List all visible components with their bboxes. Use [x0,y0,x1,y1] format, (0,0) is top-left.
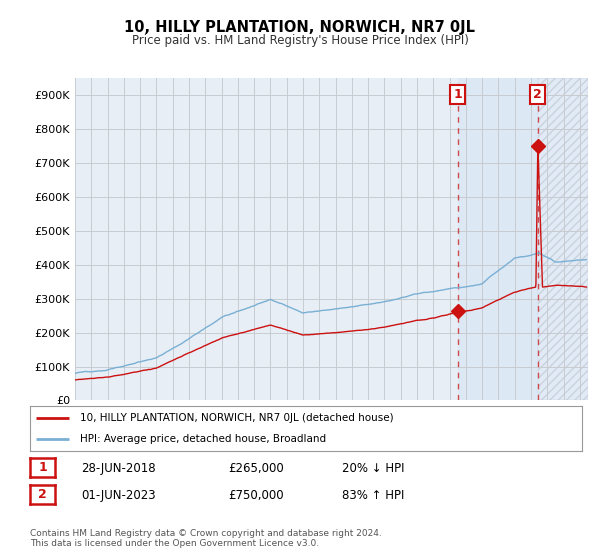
Text: 10, HILLY PLANTATION, NORWICH, NR7 0JL: 10, HILLY PLANTATION, NORWICH, NR7 0JL [125,20,476,35]
Text: 28-JUN-2018: 28-JUN-2018 [81,461,155,475]
Text: This data is licensed under the Open Government Licence v3.0.: This data is licensed under the Open Gov… [30,539,319,548]
Bar [458,78,538,400]
Text: 01-JUN-2023: 01-JUN-2023 [81,488,155,502]
Text: HPI: Average price, detached house, Broadland: HPI: Average price, detached house, Broa… [80,433,326,444]
Text: 20% ↓ HPI: 20% ↓ HPI [342,461,404,475]
Bar [538,78,588,400]
Text: £750,000: £750,000 [228,488,284,502]
Text: 83% ↑ HPI: 83% ↑ HPI [342,488,404,502]
Text: 10, HILLY PLANTATION, NORWICH, NR7 0JL (detached house): 10, HILLY PLANTATION, NORWICH, NR7 0JL (… [80,413,394,423]
Text: Contains HM Land Registry data © Crown copyright and database right 2024.: Contains HM Land Registry data © Crown c… [30,529,382,538]
Text: 2: 2 [533,88,542,101]
Text: 1: 1 [454,88,462,101]
Text: Price paid vs. HM Land Registry's House Price Index (HPI): Price paid vs. HM Land Registry's House … [131,34,469,46]
Text: 2: 2 [38,488,47,501]
Text: 1: 1 [38,461,47,474]
Text: £265,000: £265,000 [228,461,284,475]
